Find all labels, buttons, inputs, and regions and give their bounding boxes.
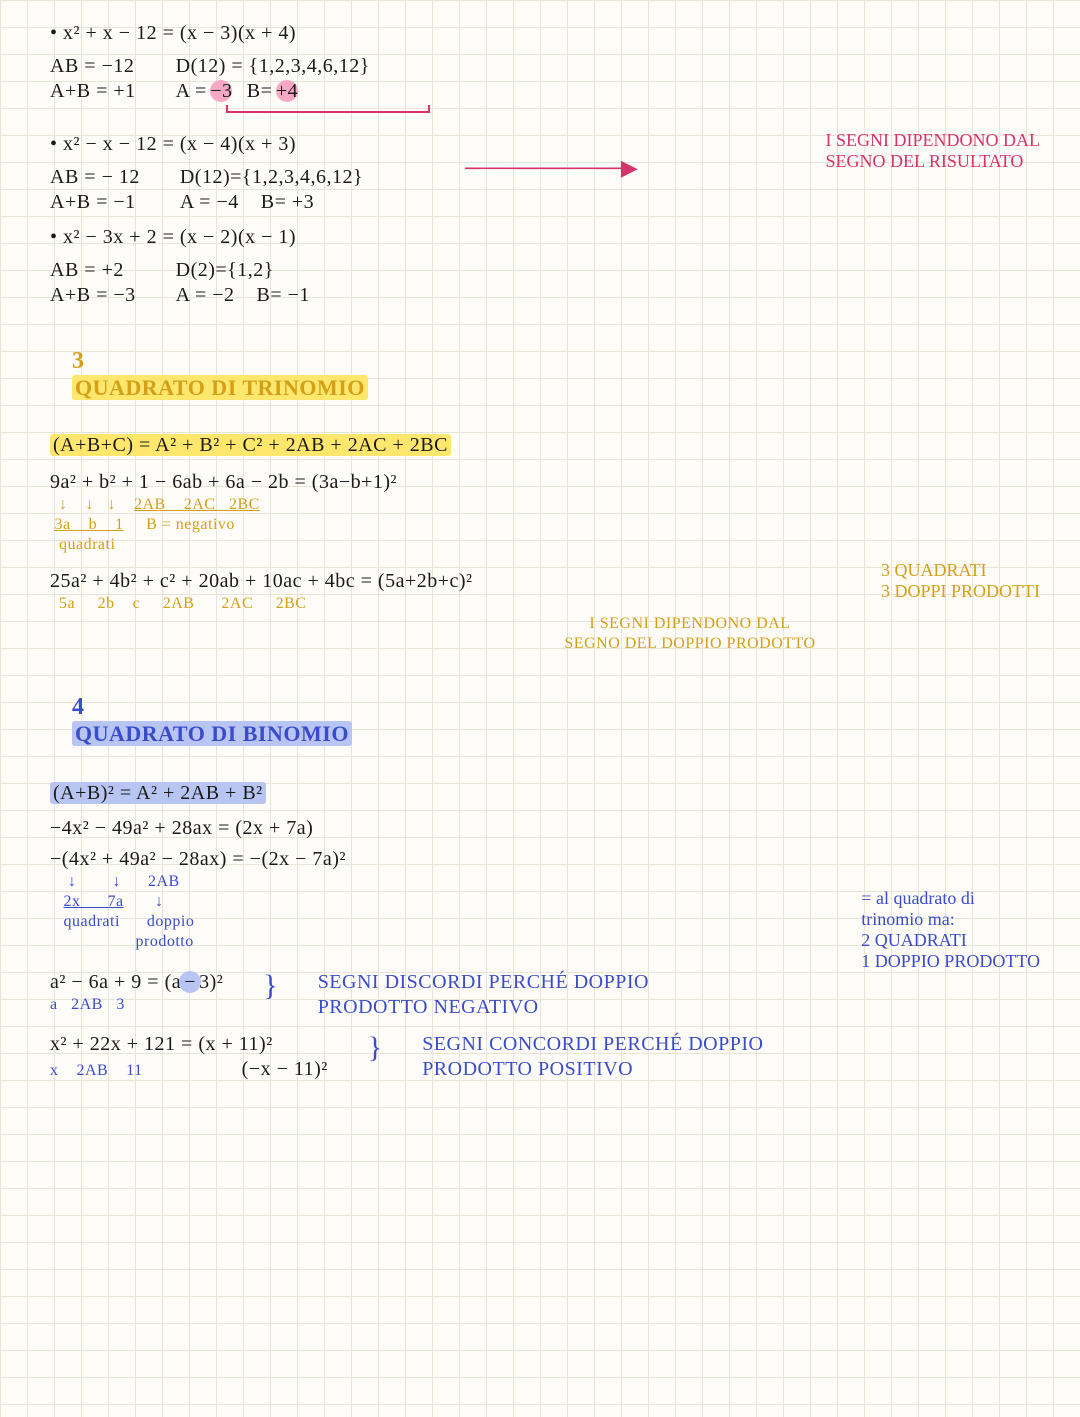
tri-ex1-marks: ↓ ↓ ↓ 2AB 2AC 2BC	[50, 496, 1050, 514]
s2-ab: AB = − 12	[50, 166, 140, 189]
bin-side-note: = al quadrato di trinomio ma: 2 QUADRATI…	[861, 888, 1040, 972]
bin-note3: SEGNI DISCORDI PERCHÉ DOPPIO PRODOTTO NE…	[318, 969, 649, 1021]
s2-div: D(12)={1,2,3,4,6,12}	[180, 166, 363, 189]
tri-ex1-quad: quadrati	[50, 536, 1050, 554]
bin-note4: SEGNI CONCORDI PERCHÉ DOPPIO PRODOTTO PO…	[422, 1031, 763, 1083]
bin-ex1: −4x² − 49a² + 28ax = (2x + 7a)	[50, 817, 1050, 840]
neg-spot-icon: −3	[210, 80, 232, 102]
s2-sum: A+B = −1	[50, 191, 140, 214]
s1-sum: A+B = +1	[50, 80, 136, 103]
pos-spot-icon: +4	[276, 80, 298, 102]
heading-3: 3 QUADRATO DI TRINOMIO	[50, 325, 1050, 424]
tri-ex1-labels: 3a b 1 B = negativo	[50, 516, 1050, 534]
s3-ab: AB = +2	[50, 259, 136, 282]
sign-note: I SEGNI DIPENDONO DALSEGNO DEL RISULTATO	[826, 130, 1040, 172]
heading-4: 4 QUADRATO DI BINOMIO	[50, 671, 1050, 770]
bin-ex3: a² − 6a + 9 = (a−3)²	[50, 971, 223, 994]
bin-ex4b: (−x − 11)²	[143, 1058, 328, 1080]
bin-ex3-m: a 2AB 3	[50, 996, 223, 1014]
s1-div: D(12) = {1,2,3,4,6,12}	[176, 55, 430, 78]
brace-icon: }	[263, 969, 277, 1003]
s3-a: A = −2 B= −1	[176, 284, 310, 307]
equation-3: • x² − 3x + 2 = (x − 2)(x − 1)	[50, 226, 1050, 249]
tri-formula: (A+B+C) = A² + B² + C² + 2AB + 2AC + 2BC	[50, 434, 1050, 457]
s1-ab: AB = −12	[50, 55, 136, 78]
neg-spot-b-icon: −	[179, 971, 201, 993]
bin-ex2: −(4x² + 49a² − 28ax) = −(2x − 7a)²	[50, 848, 1050, 871]
equation-1: • x² + x − 12 = (x − 3)(x + 4)	[50, 22, 1050, 45]
arrow-icon: ──────────▶	[465, 155, 638, 181]
tri-ex1: 9a² + b² + 1 − 6ab + 6a − 2b = (3a−b+1)²	[50, 471, 1050, 494]
s3-div: D(2)={1,2}	[176, 259, 310, 282]
tri-note2: SEGNO DEL DOPPIO PRODOTTO	[50, 635, 1050, 653]
s3-sum: A+B = −3	[50, 284, 136, 307]
tri-note: I SEGNI DIPENDONO DAL	[50, 615, 1050, 633]
tri-side-note: 3 QUADRATI3 DOPPI PRODOTTI	[881, 560, 1040, 602]
s2-a: A = −4 B= +3	[180, 191, 363, 214]
bin-ex4: x² + 22x + 121 = (x + 11)²	[50, 1033, 328, 1056]
bin-ex4-m: x 2AB 11	[50, 1062, 143, 1079]
s1-a: A = −3 B= +4	[176, 80, 430, 103]
bin-formula: (A+B)² = A² + 2AB + B²	[50, 782, 1050, 805]
brace-icon-2: }	[368, 1031, 382, 1065]
underline-bracket	[176, 105, 430, 123]
